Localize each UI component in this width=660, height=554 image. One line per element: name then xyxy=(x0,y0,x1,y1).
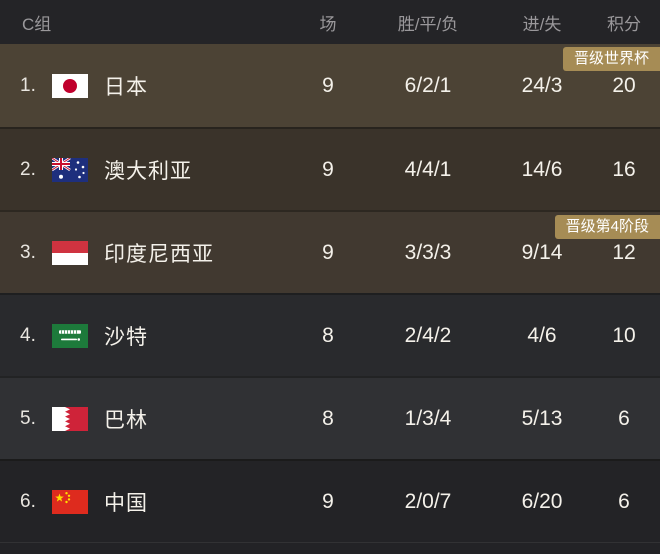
goals-for-against: 9/14 xyxy=(521,240,563,264)
win-draw-loss: 2/4/2 xyxy=(404,323,452,347)
table-row-saudi-arabia[interactable]: 4. 沙特 8 2/4/2 4/6 10 xyxy=(0,293,660,376)
advance-stage4-badge: 晋级第4阶段 xyxy=(554,215,660,239)
team-name: 巴林 xyxy=(104,408,148,432)
china-flag-icon xyxy=(52,489,88,514)
win-draw-loss: 6/2/1 xyxy=(404,73,452,97)
points: 10 xyxy=(612,323,636,347)
table-row-china[interactable]: 6. 中国 9 2/0/7 6/20 6 xyxy=(0,459,660,542)
rank-label: 2. xyxy=(20,158,36,180)
team-name: 中国 xyxy=(104,491,148,515)
points: 6 xyxy=(618,406,630,430)
goals-for-against: 5/13 xyxy=(521,406,563,430)
rank-label: 4. xyxy=(20,324,36,346)
rank-label: 3. xyxy=(20,241,36,263)
column-header-points: 积分 xyxy=(607,14,641,34)
points: 16 xyxy=(612,157,636,181)
goals-for-against: 6/20 xyxy=(521,489,563,513)
points: 20 xyxy=(612,73,636,97)
table-row-australia[interactable]: 2. 澳大利亚 9 4/4/1 14/6 16 xyxy=(0,127,660,210)
goals-for-against: 4/6 xyxy=(527,323,557,347)
column-header-played: 场 xyxy=(319,14,337,34)
matches-played: 9 xyxy=(322,73,334,97)
saudi-arabia-flag-icon xyxy=(52,323,88,348)
table-row-japan[interactable]: 晋级世界杯 1. 日本 9 6/2/1 24/3 20 xyxy=(0,44,660,127)
matches-played: 8 xyxy=(322,406,334,430)
goals-for-against: 24/3 xyxy=(521,73,563,97)
table-row-indonesia[interactable]: 晋级第4阶段 3. 印度尼西亚 9 3/3/3 9/14 12 xyxy=(0,210,660,293)
japan-flag-icon xyxy=(52,73,88,98)
qualified-world-cup-badge: 晋级世界杯 xyxy=(562,47,660,71)
matches-played: 9 xyxy=(322,489,334,513)
win-draw-loss: 3/3/3 xyxy=(404,240,452,264)
column-header-win-draw-loss: 胜/平/负 xyxy=(397,14,459,34)
points: 12 xyxy=(612,240,636,264)
rank-label: 6. xyxy=(20,490,36,512)
team-name: 沙特 xyxy=(104,325,148,349)
bottom-divider xyxy=(0,542,660,554)
column-header-goals: 进/失 xyxy=(522,14,562,34)
bahrain-flag-icon xyxy=(52,406,88,431)
win-draw-loss: 4/4/1 xyxy=(404,157,452,181)
team-name: 澳大利亚 xyxy=(104,159,192,183)
australia-flag-icon xyxy=(52,157,88,182)
indonesia-flag-icon xyxy=(52,240,88,265)
win-draw-loss: 1/3/4 xyxy=(404,406,452,430)
matches-played: 9 xyxy=(322,240,334,264)
team-name: 印度尼西亚 xyxy=(104,242,214,266)
table-row-bahrain[interactable]: 5. 巴林 8 1/3/4 5/13 6 xyxy=(0,376,660,459)
matches-played: 9 xyxy=(322,157,334,181)
rank-label: 1. xyxy=(20,74,36,96)
rank-label: 5. xyxy=(20,407,36,429)
matches-played: 8 xyxy=(322,323,334,347)
group-label: C组 xyxy=(22,14,52,34)
win-draw-loss: 2/0/7 xyxy=(404,489,452,513)
points: 6 xyxy=(618,489,630,513)
goals-for-against: 14/6 xyxy=(521,157,563,181)
standings-header: C组 场 胜/平/负 进/失 积分 xyxy=(0,0,660,44)
team-name: 日本 xyxy=(104,75,148,99)
